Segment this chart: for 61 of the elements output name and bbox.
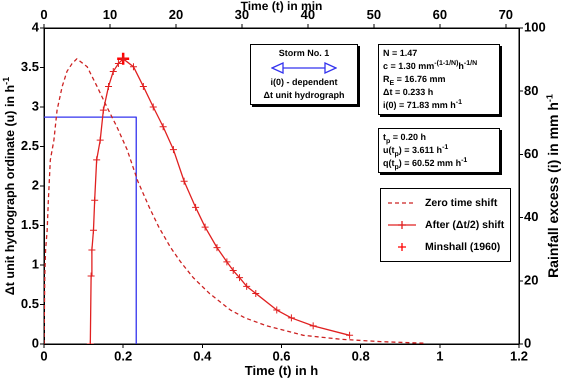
x-tick-label: 0.4 <box>193 348 212 364</box>
y-tick-label: 3.5 <box>20 59 39 74</box>
point <box>242 282 251 290</box>
point <box>90 196 99 204</box>
point <box>287 314 296 322</box>
note-box: Storm No. 1 i(0) - dependent Δt unit hydrograph <box>250 44 358 105</box>
x-axis-title: Time (t) in h <box>244 363 318 378</box>
x2-tick-label: 60 <box>432 6 448 22</box>
note-box: t$_{p}$ = 0.20 h u(t$_{p}$) = 3.611 h$^{-1}$ q(t$_{p}$) = 60.52 mm h$^{-1}$ <box>378 128 500 173</box>
point <box>272 306 281 314</box>
point <box>104 82 113 90</box>
legend-label: After (Δt/2) shift <box>425 219 504 231</box>
point <box>169 146 178 154</box>
x2-tick-label: 50 <box>366 6 382 22</box>
x2-tick-label: 10 <box>102 6 118 22</box>
y2-tick-label: 80 <box>524 82 538 98</box>
y-tick-label: 1 <box>32 256 39 272</box>
point <box>222 258 231 266</box>
y-tick-label: 2.5 <box>20 138 39 154</box>
point <box>96 136 104 144</box>
x-tick-label: 1.2 <box>510 348 528 364</box>
point <box>309 322 318 330</box>
point <box>212 244 221 252</box>
point <box>229 266 238 275</box>
y-tick-label: 0.5 <box>20 296 39 312</box>
point <box>192 203 200 212</box>
x-tick-label: 1 <box>436 348 444 364</box>
point <box>139 82 148 90</box>
y2-tick-label: 60 <box>524 146 538 161</box>
x-tick-label: 0.2 <box>114 348 132 364</box>
point <box>92 156 101 164</box>
y-tick-label: 4 <box>32 20 40 35</box>
legend-label: Zero time shift <box>425 197 498 209</box>
y-tick-label: 3 <box>32 98 39 114</box>
y-tick-label: 0 <box>32 336 39 351</box>
x-tick-label: 0.6 <box>272 348 291 364</box>
x2-tick-label: 70 <box>498 6 514 22</box>
x-tick-label: 0.8 <box>352 348 370 364</box>
point <box>109 67 118 76</box>
point <box>346 331 354 340</box>
x2-tick-label: 20 <box>168 6 184 22</box>
point <box>129 62 138 71</box>
point <box>87 272 96 280</box>
y2-tick-label: 100 <box>524 20 546 35</box>
point <box>99 106 108 114</box>
y2-tick-label: 0 <box>524 336 532 351</box>
point <box>252 289 260 298</box>
point <box>149 103 158 111</box>
point <box>114 60 122 68</box>
point <box>89 226 98 234</box>
point <box>180 177 188 186</box>
y-tick-label: 1.5 <box>20 217 39 232</box>
point <box>236 274 244 282</box>
y2-tick-label: 40 <box>524 209 538 224</box>
note-box: N = 1.47 c = 1.30 mm$^{-(1-1/N)}$h$^{-1/N}$ R$_{E}$ = 16.76 mm Δt = 0.233 h i(0) = 71.83 mm h$^{-1}$ <box>378 44 500 115</box>
point <box>159 122 168 131</box>
y2-tick-label: 20 <box>524 272 538 288</box>
point <box>119 54 128 63</box>
y-tick-label: 2 <box>32 178 39 193</box>
legend-label: Minshall (1960) <box>425 241 500 253</box>
point <box>201 223 210 232</box>
